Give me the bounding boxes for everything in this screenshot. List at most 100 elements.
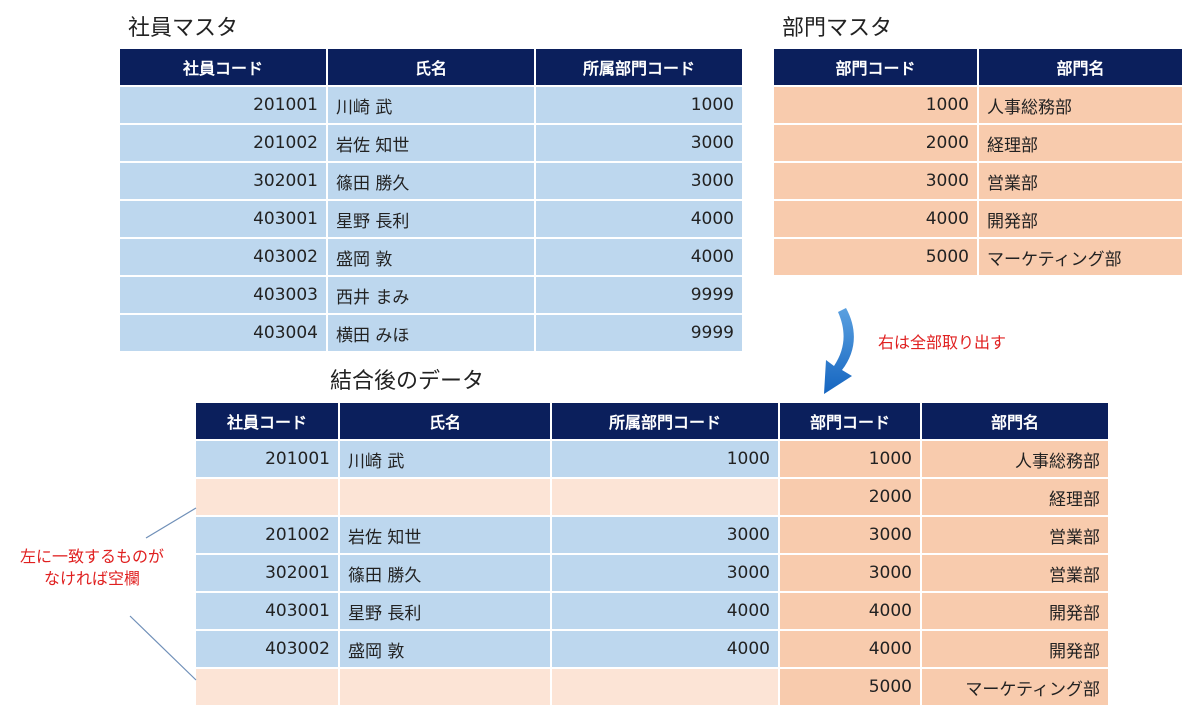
assigned-dept-code-cell: 1000 xyxy=(550,439,780,479)
dept-name-cell: 人事総務部 xyxy=(977,85,1184,125)
header-dept-code: 部門コード xyxy=(772,49,979,86)
employee-code-cell: 201001 xyxy=(194,439,340,479)
header-dept-name: 部門名 xyxy=(920,403,1110,440)
header-employee-code: 社員コード xyxy=(118,49,328,86)
leader-line-lower xyxy=(129,615,197,681)
left-blank-note-line1: 左に一致するものが xyxy=(19,547,164,566)
assigned-dept-code-cell: 4000 xyxy=(550,629,780,669)
employee-code-cell: 403001 xyxy=(118,199,328,239)
employee-code-cell: 201002 xyxy=(118,123,328,163)
dept-name-cell: 開発部 xyxy=(977,199,1184,239)
employee-code-cell: 403003 xyxy=(118,275,328,315)
name-cell: 横田 みほ xyxy=(326,313,536,353)
assigned-dept-code-cell xyxy=(550,667,780,707)
dept-name-cell: 人事総務部 xyxy=(920,439,1110,479)
dept-code-cell: 3000 xyxy=(534,123,744,163)
employee-master-table: 社員コード 氏名 所属部門コード 201001 川崎 武 1000 201002… xyxy=(118,49,744,353)
dept-code-cell: 9999 xyxy=(534,275,744,315)
dept-code-cell: 4000 xyxy=(778,591,922,631)
name-cell xyxy=(338,477,552,517)
assigned-dept-code-cell: 4000 xyxy=(550,591,780,631)
joined-data-table: 社員コード 氏名 所属部門コード 部門コード 部門名 201001 川崎 武 1… xyxy=(194,403,1110,707)
employee-code-cell: 403002 xyxy=(118,237,328,277)
table-row: 201002 岩佐 知世 3000 xyxy=(118,123,744,163)
employee-code-cell: 201002 xyxy=(194,515,340,555)
assigned-dept-code-cell xyxy=(550,477,780,517)
table-row: 403001 星野 長利 4000 xyxy=(118,199,744,239)
header-dept-code: 部門コード xyxy=(778,403,922,440)
header-name: 氏名 xyxy=(338,403,552,440)
name-cell: 川崎 武 xyxy=(326,85,536,125)
dept-name-cell: 開発部 xyxy=(920,629,1110,669)
dept-name-cell: 開発部 xyxy=(920,591,1110,631)
table-row: 201002 岩佐 知世 3000 3000 営業部 xyxy=(194,515,1110,555)
table-row: 5000 マーケティング部 xyxy=(772,237,1184,277)
dept-code-cell: 5000 xyxy=(778,667,922,707)
dept-name-cell: マーケティング部 xyxy=(977,237,1184,277)
name-cell: 篠田 勝久 xyxy=(326,161,536,201)
header-dept-name: 部門名 xyxy=(977,49,1184,86)
employee-code-cell xyxy=(194,477,340,517)
dept-name-cell: 経理部 xyxy=(977,123,1184,163)
table-row: 403004 横田 みほ 9999 xyxy=(118,313,744,353)
name-cell: 盛岡 敦 xyxy=(326,237,536,277)
table-row: 302001 篠田 勝久 3000 3000 営業部 xyxy=(194,553,1110,593)
name-cell xyxy=(338,667,552,707)
dept-name-cell: 営業部 xyxy=(920,515,1110,555)
name-cell: 岩佐 知世 xyxy=(326,123,536,163)
table-row-blank-left: 5000 マーケティング部 xyxy=(194,667,1110,707)
curved-down-arrow-icon xyxy=(824,308,854,394)
header-employee-code: 社員コード xyxy=(194,403,340,440)
name-cell: 岩佐 知世 xyxy=(338,515,552,555)
department-master-table: 部門コード 部門名 1000 人事総務部 2000 経理部 3000 営業部 4… xyxy=(772,49,1184,277)
right-all-note: 右は全部取り出す xyxy=(878,333,1007,352)
table-row-blank-left: 2000 経理部 xyxy=(194,477,1110,517)
employee-code-cell: 403002 xyxy=(194,629,340,669)
name-cell: 盛岡 敦 xyxy=(338,629,552,669)
assigned-dept-code-cell: 3000 xyxy=(550,515,780,555)
dept-code-cell: 4000 xyxy=(778,629,922,669)
table-row: 302001 篠田 勝久 3000 xyxy=(118,161,744,201)
dept-code-cell: 3000 xyxy=(772,161,979,201)
left-blank-note-line2: なければ空欄 xyxy=(43,569,140,588)
dept-code-cell: 4000 xyxy=(534,199,744,239)
employee-master-title: 社員マスタ xyxy=(128,16,239,41)
dept-name-cell: 経理部 xyxy=(920,477,1110,517)
dept-code-cell: 4000 xyxy=(534,237,744,277)
employee-code-cell xyxy=(194,667,340,707)
employee-code-cell: 302001 xyxy=(118,161,328,201)
table-row: 403003 西井 まみ 9999 xyxy=(118,275,744,315)
dept-name-cell: 営業部 xyxy=(977,161,1184,201)
table-row: 4000 開発部 xyxy=(772,199,1184,239)
table-row: 201001 川崎 武 1000 1000 人事総務部 xyxy=(194,439,1110,479)
table-row: 403002 盛岡 敦 4000 xyxy=(118,237,744,277)
dept-code-cell: 1000 xyxy=(534,85,744,125)
employee-code-cell: 403004 xyxy=(118,313,328,353)
name-cell: 西井 まみ xyxy=(326,275,536,315)
table-header-row: 社員コード 氏名 所属部門コード 部門コード 部門名 xyxy=(194,403,1110,440)
name-cell: 星野 長利 xyxy=(338,591,552,631)
table-row: 3000 営業部 xyxy=(772,161,1184,201)
employee-code-cell: 201001 xyxy=(118,85,328,125)
dept-name-cell: 営業部 xyxy=(920,553,1110,593)
dept-code-cell: 2000 xyxy=(778,477,922,517)
dept-code-cell: 5000 xyxy=(772,237,979,277)
table-row: 1000 人事総務部 xyxy=(772,85,1184,125)
dept-code-cell: 3000 xyxy=(778,553,922,593)
table-row: 403001 星野 長利 4000 4000 開発部 xyxy=(194,591,1110,631)
table-row: 2000 経理部 xyxy=(772,123,1184,163)
header-name: 氏名 xyxy=(326,49,536,86)
table-header-row: 社員コード 氏名 所属部門コード xyxy=(118,49,744,86)
assigned-dept-code-cell: 3000 xyxy=(550,553,780,593)
table-header-row: 部門コード 部門名 xyxy=(772,49,1184,86)
header-dept-code: 所属部門コード xyxy=(534,49,744,86)
department-master-title: 部門マスタ xyxy=(782,16,893,41)
dept-code-cell: 2000 xyxy=(772,123,979,163)
dept-code-cell: 4000 xyxy=(772,199,979,239)
name-cell: 川崎 武 xyxy=(338,439,552,479)
employee-code-cell: 403001 xyxy=(194,591,340,631)
joined-data-title: 結合後のデータ xyxy=(330,369,485,394)
header-assigned-dept-code: 所属部門コード xyxy=(550,403,780,440)
name-cell: 篠田 勝久 xyxy=(338,553,552,593)
